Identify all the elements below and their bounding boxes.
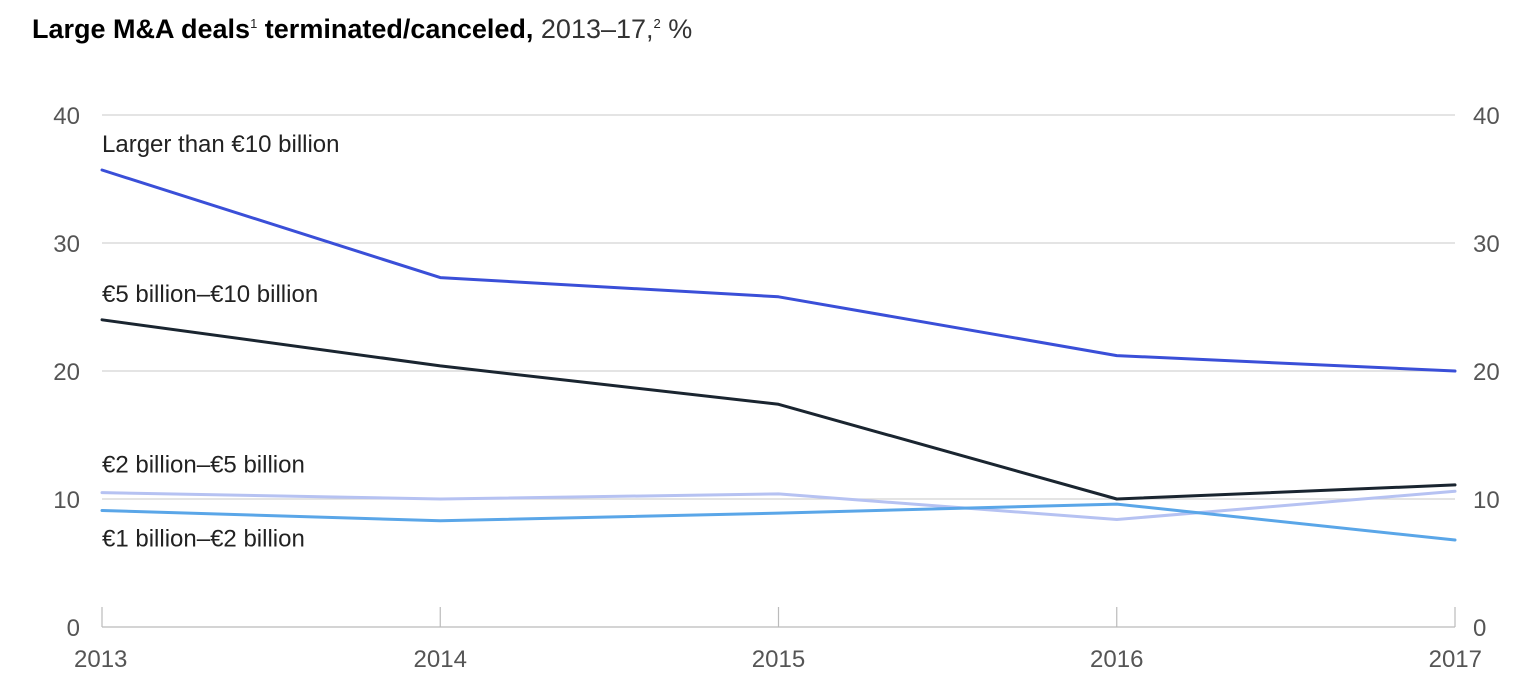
series-line-0 (100, 168, 1457, 373)
x-tick-label-2016: 2016 (1090, 646, 1143, 673)
y-tick-left-40: 40 (53, 103, 80, 130)
x-tick-label-2014: 2014 (414, 646, 467, 673)
series-line-2 (100, 489, 1457, 521)
series-line-3 (100, 502, 1457, 542)
title-main: Large M&A deals (32, 14, 251, 44)
series-lines (100, 168, 1457, 542)
y-tick-right-0: 0 (1473, 615, 1486, 642)
series-label-1: €5 billion–€10 billion (102, 281, 318, 308)
footnote-2-marker: 2 (653, 16, 661, 31)
y-axis-left: 0 10 20 30 40 (53, 103, 80, 642)
y-tick-right-20: 20 (1473, 359, 1500, 386)
title-middle: terminated/canceled, (257, 14, 534, 44)
series-label-3: €1 billion–€2 billion (102, 526, 305, 553)
series-label-2: €2 billion–€5 billion (102, 452, 305, 479)
y-tick-right-30: 30 (1473, 231, 1500, 258)
title-span: 2013–17, (533, 14, 654, 44)
y-tick-left-20: 20 (53, 359, 80, 386)
series-line-1 (100, 318, 1457, 501)
series-label-0: Larger than €10 billion (102, 131, 340, 158)
y-tick-right-40: 40 (1473, 103, 1500, 130)
x-tick-label-2013: 2013 (74, 646, 127, 673)
y-tick-left-0: 0 (67, 615, 80, 642)
x-tick-label-2017: 2017 (1429, 646, 1482, 673)
y-tick-left-30: 30 (53, 231, 80, 258)
x-axis: 2013 2014 2015 2016 2017 (74, 607, 1482, 673)
y-axis-right: 0 10 20 30 40 (1473, 103, 1500, 642)
y-tick-right-10: 10 (1473, 487, 1500, 514)
footnote-1-marker: 1 (250, 16, 258, 31)
title-unit: % (660, 14, 693, 44)
y-tick-left-10: 10 (53, 487, 80, 514)
chart-title: Large M&A deals1 terminated/canceled, 20… (32, 14, 692, 45)
series-labels: Larger than €10 billion €5 billion–€10 bi… (102, 131, 340, 552)
x-tick-label-2015: 2015 (752, 646, 805, 673)
gridlines (102, 114, 1455, 628)
